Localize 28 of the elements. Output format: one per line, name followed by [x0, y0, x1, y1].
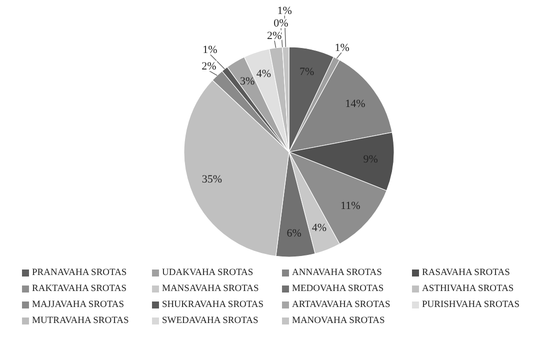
legend-label: ARTAVAVAHA SROTAS — [292, 300, 390, 310]
legend-label: SHUKRAVAHA SROTAS — [162, 300, 264, 310]
data-label: 4% — [312, 222, 326, 234]
data-label: 1% — [277, 5, 292, 18]
legend-label: UDAKVAHA SROTAS — [162, 268, 254, 278]
data-label: 11% — [340, 200, 360, 212]
data-label: 35% — [202, 174, 222, 186]
legend-label: RASAVAHA SROTAS — [422, 268, 510, 278]
legend-label: PRANAVAHA SROTAS — [32, 268, 127, 278]
legend-label: ASTHIVAHA SROTAS — [422, 284, 514, 294]
data-label: 6% — [286, 228, 302, 240]
data-label: 2% — [267, 30, 282, 42]
legend-label: PURISHVAHA SROTAS — [422, 300, 520, 310]
legend-label: SWEDAVAHA SROTAS — [162, 316, 258, 326]
legend-label: ANNAVAHA SROTAS — [292, 268, 382, 278]
legend-label: MANSAVAHA SROTAS — [162, 284, 259, 294]
data-label: 3% — [240, 76, 255, 88]
data-label: 1% — [334, 42, 350, 54]
data-label: 4% — [256, 68, 272, 80]
legend-label: MANOVAHA SROTAS — [292, 316, 385, 326]
legend-label: RAKTAVAHA SROTAS — [32, 284, 126, 294]
data-label: 14% — [345, 98, 366, 110]
legend-label: MAJJAVAHA SROTAS — [32, 300, 124, 310]
data-label: 7% — [300, 66, 314, 78]
legend-label: MEDOVAHA SROTAS — [292, 284, 384, 294]
data-label: 2% — [202, 60, 216, 73]
legend-label: MUTRAVAHA SROTAS — [32, 316, 129, 326]
data-label: 1% — [202, 44, 218, 56]
